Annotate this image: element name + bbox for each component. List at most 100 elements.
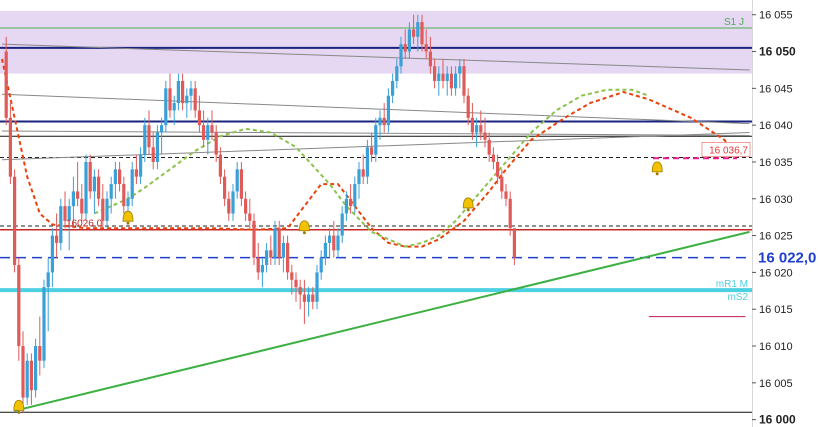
- candle-body-47: [197, 110, 201, 126]
- candle-body-43: [181, 80, 185, 104]
- candle-body-73: [307, 294, 311, 302]
- candle-body-96: [403, 44, 407, 52]
- candle-body-65: [273, 228, 277, 258]
- candle-body-25: [105, 198, 109, 221]
- alert-bell-clapper-0: [17, 410, 21, 414]
- candle-body-26: [109, 184, 113, 199]
- trendline-0: [14, 230, 750, 412]
- candle-body-101: [424, 44, 428, 52]
- candle-body-57: [239, 169, 243, 199]
- candle-body-63: [265, 250, 269, 266]
- candle-body-79: [332, 235, 336, 251]
- candle-body-92: [386, 95, 390, 126]
- candle-body-4: [17, 265, 21, 347]
- candle-body-17: [71, 191, 75, 207]
- candle-body-59: [248, 213, 252, 221]
- candle-body-106: [445, 73, 449, 81]
- candle-body-3: [13, 176, 17, 266]
- candle-body-91: [382, 117, 386, 126]
- candle-body-67: [281, 242, 285, 258]
- moving-average-layer: [1, 58, 738, 248]
- candle-body-32: [134, 169, 138, 177]
- candle-body-85: [357, 169, 361, 185]
- candle-body-94: [395, 66, 399, 81]
- alert-bell-icon-4: [651, 161, 663, 173]
- candle-body-40: [168, 88, 172, 111]
- current-price-label: 16 022,0: [758, 250, 816, 267]
- candle-body-104: [437, 73, 441, 81]
- candle-body-95: [399, 44, 403, 67]
- candle-body-6: [25, 360, 29, 398]
- y-tick-label-3: 16 040: [759, 120, 793, 132]
- level-layer: [0, 27, 752, 413]
- candle-body-39: [164, 88, 168, 126]
- candle-body-51: [214, 132, 218, 155]
- candle-body-1: [4, 51, 8, 118]
- candle-body-78: [328, 235, 332, 243]
- candle-body-2: [8, 117, 12, 177]
- candle-body-10: [42, 287, 46, 361]
- candle-body-82: [344, 198, 348, 214]
- candle-body-58: [244, 198, 248, 214]
- y-tick-label-1: 16 050: [759, 45, 796, 59]
- candle-body-27: [113, 169, 117, 185]
- level-label-8: mR1 M: [716, 279, 748, 290]
- candle-body-48: [202, 125, 206, 140]
- trendline-1: [1, 43, 750, 71]
- candle-body-120: [504, 191, 508, 199]
- candle-body-81: [340, 213, 344, 236]
- candle-body-38: [160, 125, 164, 133]
- candle-body-122: [512, 228, 516, 258]
- candle-body-14: [59, 206, 63, 243]
- candle-body-23: [97, 176, 101, 199]
- candle-body-103: [433, 66, 437, 81]
- candle-body-109: [458, 66, 462, 74]
- candle-body-100: [420, 22, 424, 45]
- candle-body-108: [454, 73, 458, 89]
- y-tick-label-0: 16 055: [759, 10, 793, 22]
- candle-body-53: [223, 176, 227, 199]
- candle-body-105: [441, 73, 445, 81]
- candle-body-29: [122, 184, 126, 207]
- candle-body-88: [370, 147, 374, 155]
- candle-body-93: [391, 80, 395, 96]
- price-axis: 16 055 16 050 16 045 16 040 16 035 16 030 16 0…: [752, 0, 816, 427]
- candle-body-50: [210, 125, 214, 133]
- candle-body-28: [118, 169, 122, 185]
- alert-bell-icon-1: [122, 210, 134, 222]
- candle-body-113: [475, 125, 479, 133]
- candles-layer: [4, 14, 516, 413]
- level-tag-box-0: [701, 142, 751, 157]
- candle-body-7: [29, 360, 33, 391]
- alert-bell-clapper-3: [466, 208, 470, 212]
- alert-bell-icon-0: [13, 399, 25, 411]
- candle-body-9: [38, 346, 42, 361]
- candle-body-30: [126, 198, 130, 207]
- candle-body-90: [378, 117, 382, 126]
- candle-body-8: [34, 346, 38, 391]
- candle-body-89: [374, 125, 378, 155]
- alerts-layer: [13, 161, 663, 414]
- alert-bell-icon-2: [298, 220, 310, 232]
- candle-body-75: [315, 272, 319, 302]
- candle-body-19: [80, 198, 84, 214]
- alert-bell-clapper-1: [126, 221, 130, 225]
- level-tag-text-0: 16 036,7: [709, 145, 748, 156]
- candle-body-70: [294, 279, 298, 288]
- candle-body-98: [412, 29, 416, 37]
- candle-body-62: [260, 265, 264, 273]
- candle-body-112: [470, 117, 474, 133]
- candle-body-45: [189, 88, 193, 96]
- y-tick-label-6: 16 025: [759, 231, 793, 243]
- candle-body-117: [491, 154, 495, 162]
- candle-body-37: [155, 132, 159, 162]
- candle-body-22: [92, 176, 96, 192]
- candle-body-116: [487, 139, 491, 155]
- level-tag-text-1: mS2: [727, 292, 748, 303]
- candle-body-49: [206, 125, 210, 140]
- candle-body-61: [256, 257, 260, 273]
- candle-body-11: [46, 272, 50, 288]
- candle-body-34: [143, 125, 147, 155]
- candle-body-119: [500, 176, 504, 192]
